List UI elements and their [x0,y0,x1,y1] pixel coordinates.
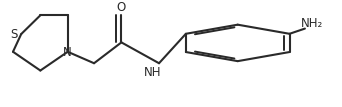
Text: NH: NH [144,66,162,79]
Text: O: O [117,1,126,14]
Text: NH₂: NH₂ [301,17,323,30]
Text: S: S [10,28,17,41]
Text: N: N [63,46,72,59]
